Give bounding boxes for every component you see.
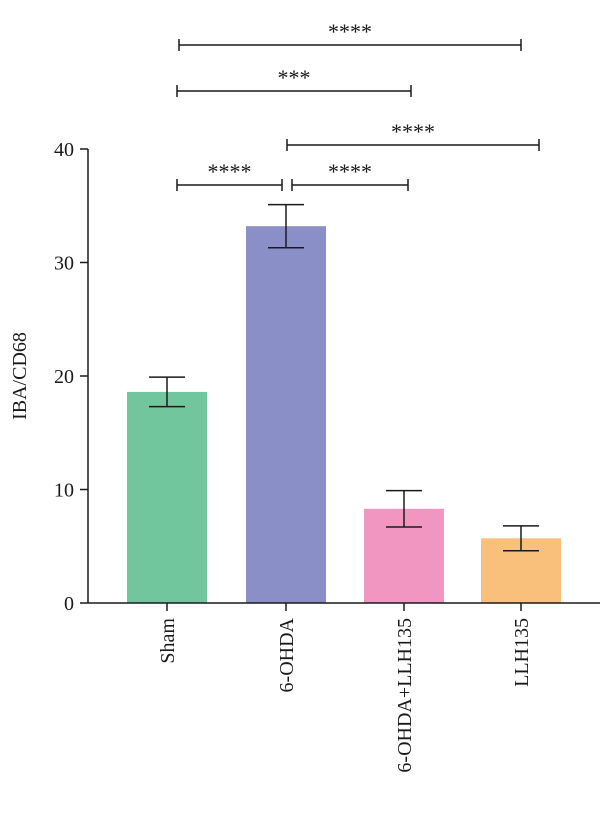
bar-sham xyxy=(127,391,207,603)
bars xyxy=(127,226,561,603)
bar-6-ohda xyxy=(246,226,326,603)
y-tick-label: 40 xyxy=(54,139,74,161)
significance-label: *** xyxy=(278,65,311,90)
significance-label: **** xyxy=(208,159,252,184)
bracket-line xyxy=(176,179,283,191)
bracket-line xyxy=(286,139,540,151)
significance-bracket: *** xyxy=(176,65,412,97)
x-tick-label: 6-OHDA xyxy=(276,617,298,692)
axes: 0 10 20 30 40 xyxy=(54,139,600,615)
bracket-line xyxy=(291,179,409,191)
bracket-line xyxy=(178,39,522,51)
significance-label: **** xyxy=(328,159,372,184)
y-tick-label: 10 xyxy=(54,480,74,502)
significance-bracket: **** xyxy=(176,159,283,191)
y-axis-label: IBA/CD68 xyxy=(9,332,31,420)
significance-bracket: **** xyxy=(291,159,409,191)
error-bars xyxy=(149,203,539,552)
y-tick-label: 0 xyxy=(64,593,74,615)
significance-label: **** xyxy=(391,119,435,144)
y-tick-label: 30 xyxy=(54,253,74,275)
significance-label: **** xyxy=(328,19,372,44)
error-bar xyxy=(503,525,539,552)
x-tick-label: 6-OHDA+LLH135 xyxy=(394,618,416,773)
significance-bracket: **** xyxy=(178,19,522,51)
error-bar xyxy=(386,489,422,528)
y-tick-label: 20 xyxy=(54,366,74,388)
error-bar xyxy=(149,376,185,408)
bracket-line xyxy=(176,85,412,97)
significance-brackets: *************** **** xyxy=(176,19,540,191)
category-labels: Sham 6-OHDA 6-OHDA+LLH135 LLH135 xyxy=(157,617,533,772)
x-tick-label: LLH135 xyxy=(511,618,533,687)
x-tick-label: Sham xyxy=(157,618,179,664)
error-bar xyxy=(268,203,304,249)
significance-bracket: **** xyxy=(286,119,540,151)
